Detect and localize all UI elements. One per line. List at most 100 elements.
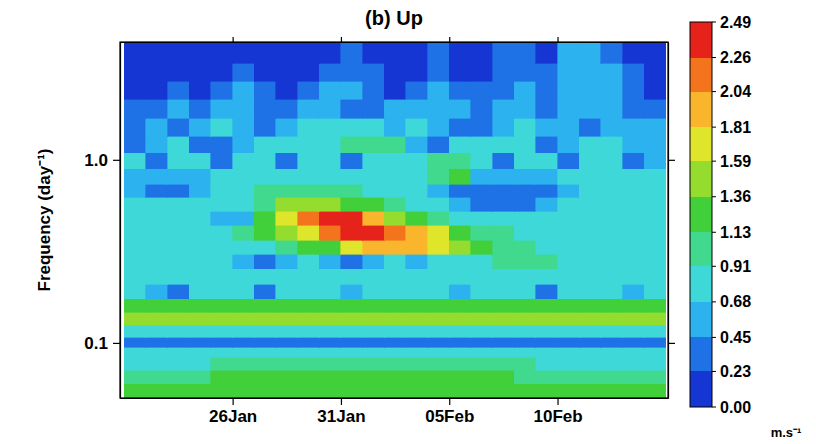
heatmap-cell bbox=[211, 99, 233, 118]
heatmap-cell bbox=[319, 384, 341, 398]
heatmap-cell bbox=[449, 240, 471, 254]
colorbar-tick bbox=[712, 232, 716, 233]
heatmap-cell bbox=[384, 347, 406, 357]
heatmap-cell bbox=[254, 357, 276, 370]
heatmap-cell bbox=[211, 118, 233, 136]
heatmap-cell bbox=[146, 184, 168, 197]
heatmap-cell bbox=[189, 337, 211, 347]
heatmap-cell bbox=[298, 384, 320, 398]
heatmap-cell bbox=[623, 169, 645, 184]
heatmap-cell bbox=[601, 254, 623, 268]
heatmap-cell bbox=[493, 337, 515, 347]
heatmap-cell bbox=[233, 384, 255, 398]
heatmap-cell bbox=[189, 99, 211, 118]
heatmap-cell bbox=[168, 211, 190, 225]
heatmap-cell bbox=[233, 153, 255, 169]
heatmap-cell bbox=[233, 325, 255, 337]
heatmap-cell bbox=[449, 211, 471, 225]
x-tick-mark bbox=[233, 398, 234, 405]
heatmap-cell bbox=[168, 169, 190, 184]
heatmap-cell bbox=[579, 384, 601, 398]
heatmap-cell bbox=[514, 284, 536, 298]
heatmap-cell bbox=[449, 153, 471, 169]
heatmap-cell bbox=[406, 337, 428, 347]
heatmap-cell bbox=[254, 225, 276, 240]
heatmap-cell bbox=[644, 312, 666, 325]
heatmap-cell bbox=[341, 337, 363, 347]
heatmap-cell bbox=[341, 240, 363, 254]
heatmap-cell bbox=[254, 63, 276, 81]
heatmap-cell bbox=[558, 312, 580, 325]
heatmap-cell bbox=[363, 384, 385, 398]
heatmap-cell bbox=[298, 269, 320, 284]
heatmap-cell bbox=[363, 347, 385, 357]
heatmap-cell bbox=[168, 184, 190, 197]
heatmap-cell bbox=[579, 211, 601, 225]
heatmap-cell bbox=[233, 284, 255, 298]
heatmap-cell bbox=[471, 312, 493, 325]
heatmap-cell bbox=[211, 337, 233, 347]
heatmap-cell bbox=[536, 63, 558, 81]
heatmap-cell bbox=[558, 136, 580, 152]
x-top-tick bbox=[341, 37, 342, 42]
colorbar-tick-label: 1.13 bbox=[720, 224, 751, 241]
heatmap-cell bbox=[298, 370, 320, 383]
heatmap-cell bbox=[319, 284, 341, 298]
heatmap-cell bbox=[319, 197, 341, 211]
colorbar: 0.000.230.450.680.911.131.361.591.812.04… bbox=[690, 14, 801, 440]
heatmap-cell bbox=[168, 99, 190, 118]
heatmap-cell bbox=[471, 63, 493, 81]
heatmap-cell bbox=[168, 370, 190, 383]
heatmap-cell bbox=[341, 184, 363, 197]
heatmap-cell bbox=[319, 184, 341, 197]
heatmap-cell bbox=[254, 42, 276, 63]
heatmap-cell bbox=[168, 284, 190, 298]
heatmap-cell bbox=[601, 225, 623, 240]
heatmap-cell bbox=[233, 118, 255, 136]
heatmap-cell bbox=[406, 197, 428, 211]
heatmap-cell bbox=[211, 269, 233, 284]
heatmap-cell bbox=[406, 184, 428, 197]
heatmap-cell bbox=[146, 153, 168, 169]
heatmap-cell bbox=[623, 197, 645, 211]
heatmap-cell bbox=[363, 118, 385, 136]
heatmap-cell bbox=[254, 118, 276, 136]
heatmap-cell bbox=[319, 370, 341, 383]
heatmap-cell bbox=[211, 153, 233, 169]
heatmap-cell bbox=[449, 136, 471, 152]
x-top-tick-mark bbox=[341, 37, 342, 42]
heatmap-cell bbox=[276, 63, 298, 81]
colorbar-tick bbox=[712, 22, 716, 23]
heatmap-cell bbox=[536, 136, 558, 152]
heatmap-cell bbox=[428, 81, 450, 99]
heatmap-cell bbox=[623, 240, 645, 254]
heatmap-cell bbox=[601, 197, 623, 211]
heatmap-cell bbox=[449, 254, 471, 268]
heatmap-cell bbox=[319, 81, 341, 99]
heatmap-cell bbox=[363, 370, 385, 383]
heatmap-cell bbox=[428, 299, 450, 313]
heatmap-cell bbox=[341, 99, 363, 118]
heatmap-cell bbox=[124, 42, 146, 63]
heatmap-cell bbox=[536, 42, 558, 63]
heatmap-cell bbox=[233, 347, 255, 357]
heatmap-cell bbox=[536, 184, 558, 197]
heatmap-cell bbox=[428, 225, 450, 240]
heatmap-cell bbox=[276, 225, 298, 240]
heatmap-cell bbox=[189, 211, 211, 225]
heatmap-cell bbox=[189, 254, 211, 268]
heatmap-cell bbox=[579, 153, 601, 169]
colorbar-tick bbox=[712, 57, 716, 58]
heatmap-cell bbox=[211, 299, 233, 313]
heatmap-cell bbox=[644, 284, 666, 298]
heatmap-cell bbox=[168, 81, 190, 99]
heatmap-cell bbox=[276, 99, 298, 118]
heatmap-cell bbox=[168, 197, 190, 211]
heatmap-cell bbox=[276, 312, 298, 325]
heatmap-cell bbox=[384, 299, 406, 313]
heatmap-cell bbox=[319, 211, 341, 225]
heatmap-cell bbox=[211, 347, 233, 357]
heatmap-cell bbox=[124, 312, 146, 325]
heatmap-cell bbox=[298, 211, 320, 225]
heatmap-cell bbox=[558, 99, 580, 118]
